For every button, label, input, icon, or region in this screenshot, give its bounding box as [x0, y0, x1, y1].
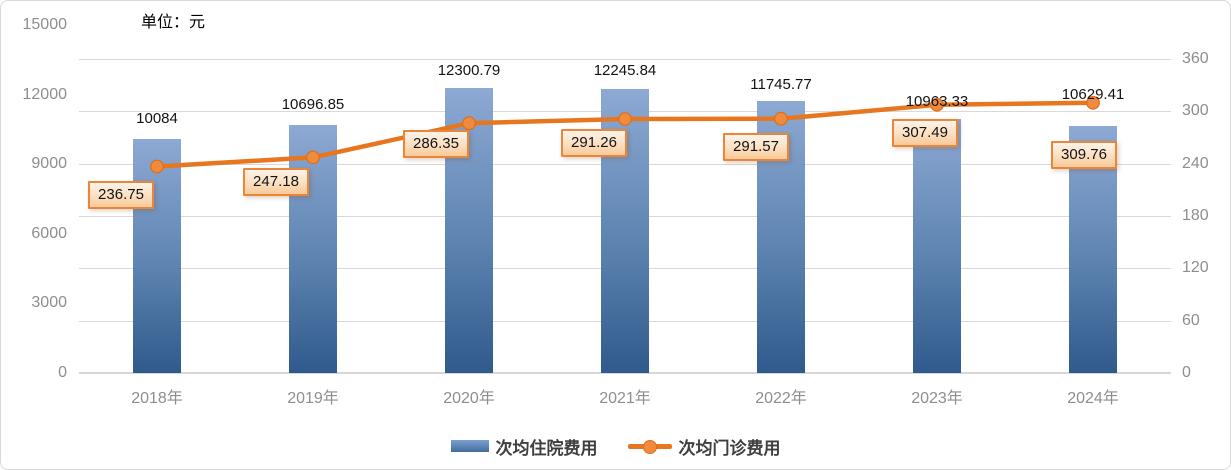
- left-axis-tick-label: 12000: [22, 85, 68, 103]
- bar-value-label: 12245.84: [593, 61, 657, 79]
- legend-line-label: 次均门诊费用: [678, 438, 781, 458]
- x-axis-label: 2020年: [443, 390, 495, 407]
- bar-value-label: 12300.79: [437, 61, 501, 79]
- left-axis-tick-label: 3000: [31, 294, 67, 312]
- right-axis-tick-label: 0: [1182, 364, 1191, 381]
- line-value-label: 309.76: [1051, 140, 1117, 169]
- line-marker: [150, 159, 164, 174]
- legend-bar-label: 次均住院费用: [495, 438, 598, 458]
- right-axis-tick-label: 360: [1182, 50, 1209, 67]
- bar-value-label: 11745.77: [750, 75, 812, 93]
- legend: 次均住院费用 次均门诊费用: [1, 431, 1230, 461]
- bar-value-label: 10696.85: [281, 95, 345, 113]
- line-value-label: 247.18: [243, 168, 309, 197]
- right-axis-tick-label: 120: [1182, 259, 1209, 277]
- legend-item-line: 次均门诊费用: [627, 434, 781, 459]
- x-axis-label: 2024年: [1067, 390, 1119, 407]
- left-axis-tick-label: 0: [58, 364, 67, 381]
- line-value-label: 307.49: [892, 118, 958, 147]
- left-axis-tick-label: 6000: [31, 224, 67, 242]
- x-axis-label: 2019年: [287, 390, 339, 407]
- bar-value-label: 10963.33: [905, 92, 969, 110]
- gridline: [79, 59, 1171, 60]
- line-marker: [618, 112, 632, 126]
- line-marker: [1086, 95, 1100, 110]
- bar-2019年: [289, 124, 337, 373]
- x-axis-label: 2021年: [599, 390, 651, 407]
- line-value-label: 236.75: [88, 180, 154, 209]
- x-axis-label: 2022年: [755, 390, 807, 407]
- right-axis-tick-label: 240: [1182, 154, 1209, 172]
- bar-value-label: 10084: [136, 110, 178, 128]
- right-axis-tick-label: 60: [1182, 311, 1200, 329]
- bar-2018年: [133, 139, 181, 373]
- bar-2023年: [913, 118, 961, 373]
- unit-label: 单位：元: [141, 14, 206, 31]
- line-value-label: 291.57: [723, 132, 789, 161]
- right-axis-tick-label: 180: [1182, 207, 1209, 224]
- line-series-swatch-icon: [627, 439, 672, 454]
- left-axis-tick-label: 9000: [31, 155, 67, 173]
- left-axis-tick-label: 15000: [22, 16, 68, 33]
- x-axis-label: 2023年: [911, 390, 963, 407]
- line-value-label: 286.35: [403, 130, 469, 159]
- line-value-label: 291.26: [561, 129, 627, 157]
- x-axis-label: 2018年: [131, 390, 183, 407]
- x-axis-line: [79, 372, 1171, 374]
- line-marker: [930, 97, 944, 112]
- legend-item-bar: 次均住院费用: [450, 434, 598, 459]
- line-marker: [306, 150, 320, 165]
- line-marker: [462, 116, 476, 131]
- right-axis-tick-label: 300: [1182, 102, 1209, 120]
- bar-series-swatch-icon: [450, 440, 489, 452]
- line-marker: [774, 111, 788, 126]
- bar-value-label: 10629.41: [1061, 86, 1125, 104]
